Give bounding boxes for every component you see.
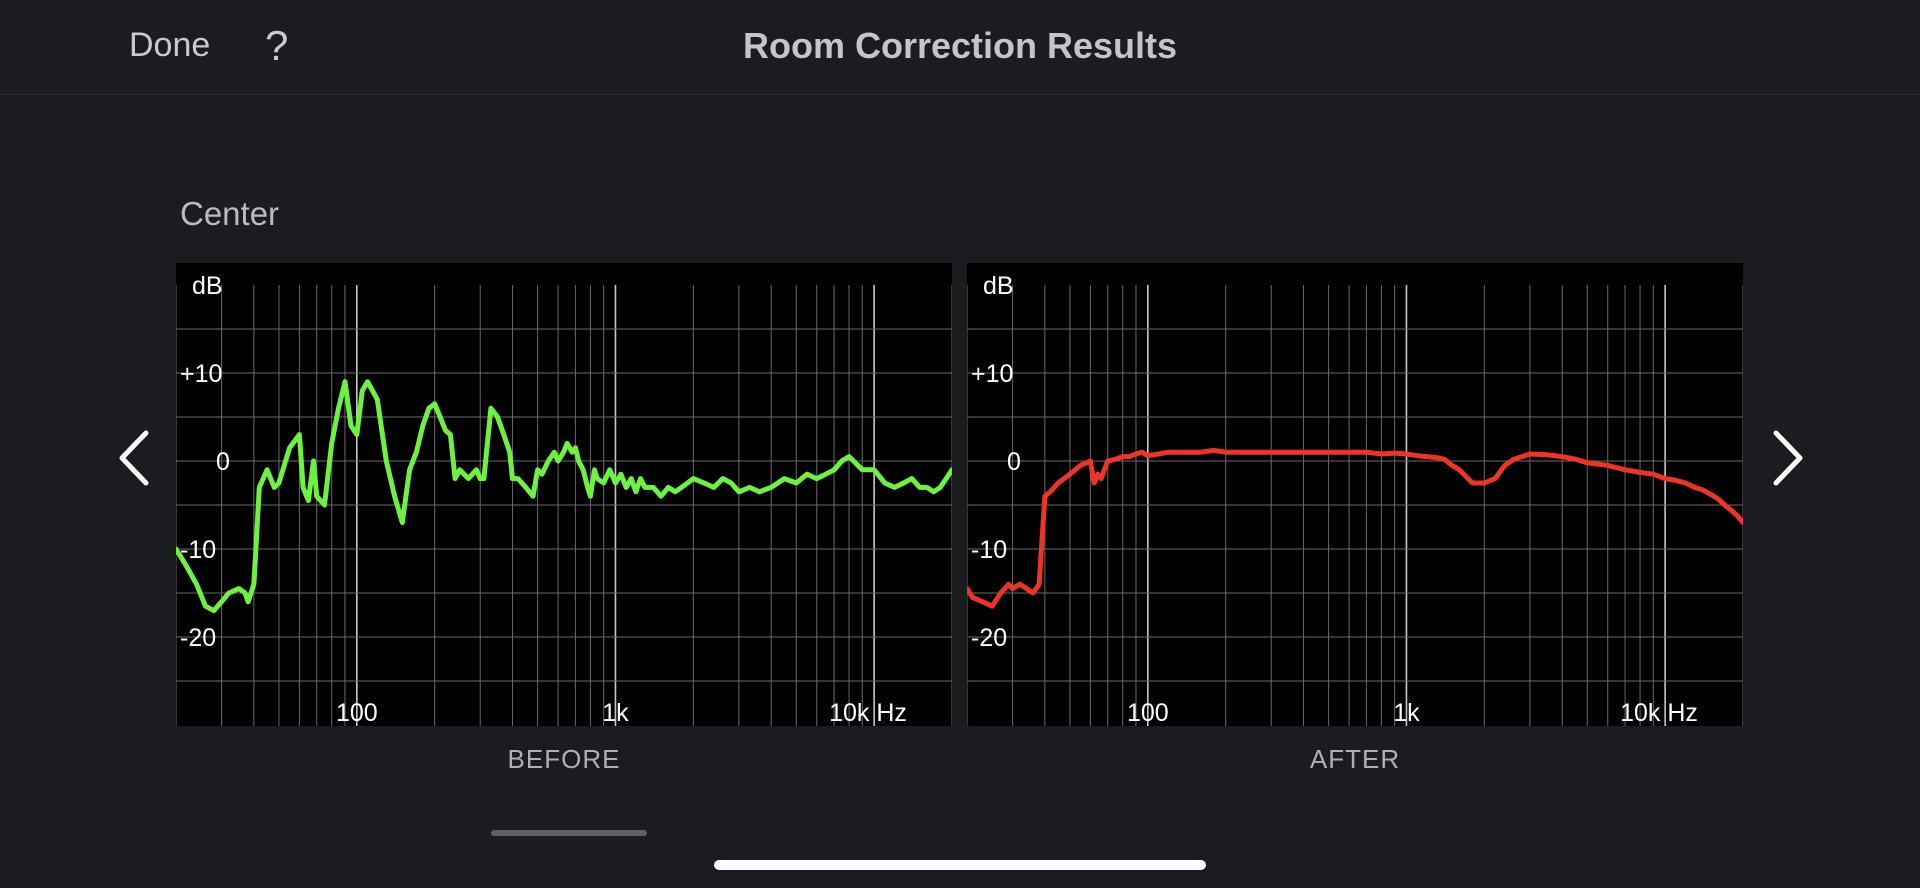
x-tick-label: 1k [602, 699, 629, 726]
y-axis-label: dB [983, 272, 1014, 300]
y-tick-label: +10 [180, 360, 222, 388]
y-tick-label: -10 [180, 536, 216, 564]
x-tick-label: 1k [1393, 699, 1420, 726]
x-tick-label: 100 [336, 699, 378, 726]
after-response-curve [967, 447, 1743, 609]
y-axis-label: dB [192, 272, 223, 300]
next-speaker-button[interactable] [1764, 428, 1808, 488]
before-response-graph: dB +10 0 -10 -20 100 1k 10k Hz [176, 272, 952, 726]
after-caption: AFTER [1309, 744, 1401, 774]
before-response-curve [176, 379, 952, 614]
x-tick-label: 10k Hz [1620, 699, 1698, 726]
speaker-name: Center [180, 195, 280, 232]
after-chart: dB +10 0 -10 -20 100 1k 10k Hz [967, 263, 1743, 726]
y-tick-label: -20 [971, 624, 1007, 652]
previous-speaker-button[interactable] [114, 428, 158, 488]
before-chart: dB +10 0 -10 -20 100 1k 10k Hz [176, 263, 952, 726]
chevron-left-icon [119, 430, 149, 486]
y-tick-label: -10 [971, 536, 1007, 564]
done-button[interactable]: Done [129, 26, 211, 64]
before-caption: BEFORE [507, 744, 621, 774]
header-bar: Done ? Room Correction Results [0, 0, 1920, 95]
help-button[interactable]: ? [265, 22, 289, 69]
y-tick-label: -20 [180, 624, 216, 652]
home-indicator [714, 860, 1206, 870]
y-tick-label: 0 [1007, 448, 1021, 476]
x-tick-label: 100 [1127, 699, 1169, 726]
page-title: Room Correction Results [742, 25, 1178, 66]
page-scroll-indicator [491, 830, 647, 836]
y-tick-label: 0 [216, 448, 230, 476]
after-response-graph: dB +10 0 -10 -20 100 1k 10k Hz [967, 272, 1743, 726]
y-tick-label: +10 [971, 360, 1013, 388]
x-tick-label: 10k Hz [829, 699, 907, 726]
chevron-right-icon [1773, 430, 1803, 486]
